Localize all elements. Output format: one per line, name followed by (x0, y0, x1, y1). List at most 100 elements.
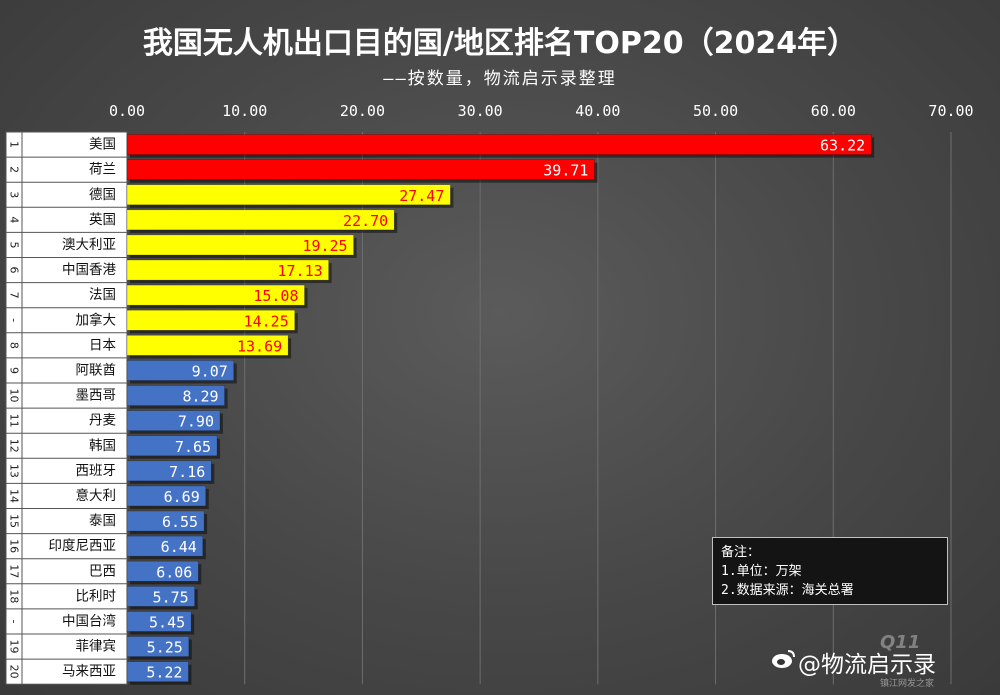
data-label: 19.25 (302, 237, 347, 255)
bar (126, 309, 296, 331)
bar (126, 510, 205, 532)
rank-label: - (8, 318, 21, 322)
data-label: 27.47 (399, 187, 444, 205)
rank-label: 14 (8, 489, 21, 503)
x-tick-label: 20.00 (340, 102, 385, 120)
category-label: 泰国 (89, 513, 116, 529)
rank-label: 9 (8, 367, 21, 374)
site-watermark-mark: Q11 (880, 632, 921, 653)
category-label: 巴西 (89, 563, 116, 579)
bar (126, 435, 218, 457)
rank-label: 10 (8, 389, 21, 403)
category-label: 加拿大 (76, 311, 117, 328)
data-label: 8.29 (182, 388, 218, 406)
x-tick-label: 30.00 (458, 102, 503, 120)
data-label: 22.70 (343, 212, 388, 230)
x-tick-label: 60.00 (811, 102, 856, 120)
weibo-logo-icon (772, 650, 795, 668)
data-label: 39.71 (543, 162, 588, 180)
rank-label: 18 (8, 589, 21, 603)
x-tick-label: 0.00 (109, 102, 145, 120)
rank-label: 5 (8, 241, 21, 248)
category-label: 英国 (89, 211, 116, 228)
x-tick-label: 70.00 (928, 102, 973, 120)
data-label: 14.25 (244, 312, 289, 330)
rank-label: 8 (8, 342, 21, 349)
chart-subtitle: ——按数量，物流启示录整理 (383, 69, 617, 89)
data-label: 13.69 (237, 337, 282, 355)
category-label: 印度尼西亚 (49, 538, 117, 554)
bar (126, 485, 207, 507)
data-label: 9.07 (192, 362, 228, 380)
note-source: 2.数据来源：海关总署 (721, 583, 854, 598)
data-label: 7.65 (175, 438, 211, 456)
bar (126, 360, 235, 381)
rank-label: 1 (8, 141, 21, 148)
chart-title: 我国无人机出口目的国/地区排名TOP20（2024年） (142, 26, 858, 61)
rank-label: 12 (8, 439, 21, 453)
data-label: 17.13 (277, 262, 322, 280)
category-label: 菲律宾 (76, 639, 117, 655)
rank-label: 6 (8, 267, 21, 274)
category-label: 澳大利亚 (62, 237, 116, 253)
data-label: 5.25 (147, 639, 183, 657)
note-heading: 备注： (721, 545, 761, 560)
bar (126, 611, 192, 632)
category-label: 德国 (89, 187, 116, 203)
rank-label: 3 (8, 191, 21, 198)
bar (126, 636, 190, 657)
rank-label: 4 (8, 216, 21, 223)
bar (126, 410, 221, 432)
rank-label: 16 (8, 539, 21, 553)
data-label: 63.22 (820, 137, 865, 155)
category-label: 韩国 (89, 438, 116, 454)
data-label: 5.22 (146, 664, 182, 682)
x-tick-label: 40.00 (575, 102, 620, 120)
category-label: 意大利 (76, 487, 117, 504)
category-label: 荷兰 (89, 162, 116, 178)
rank-label: - (8, 619, 21, 623)
bar (126, 259, 329, 281)
note-unit: 1.单位：万架 (721, 564, 802, 579)
rank-label: 2 (8, 166, 21, 173)
category-label: 中国台湾 (62, 612, 116, 629)
data-label: 15.08 (253, 287, 298, 305)
bar (126, 560, 199, 582)
bar (126, 334, 289, 356)
bar (126, 209, 395, 231)
data-label: 5.75 (153, 588, 189, 606)
bar (126, 134, 872, 155)
bar (126, 535, 204, 557)
bar (126, 184, 451, 206)
category-label: 法国 (89, 287, 116, 303)
bar (126, 661, 189, 682)
category-label: 美国 (89, 137, 116, 153)
site-watermark-text: 镇江网发之家 (880, 679, 935, 689)
data-label: 6.55 (162, 513, 198, 531)
data-label: 6.69 (164, 488, 200, 506)
bar (126, 284, 305, 306)
x-tick-label: 10.00 (222, 102, 267, 120)
data-label: 5.45 (149, 613, 185, 631)
data-label: 6.06 (156, 563, 192, 581)
bar (126, 460, 212, 482)
rank-label: 15 (8, 514, 21, 528)
category-label: 阿联酋 (76, 361, 117, 378)
bar (126, 234, 354, 256)
note-box: 备注： 1.单位：万架 2.数据来源：海关总署 (712, 537, 948, 605)
category-label: 西班牙 (76, 463, 117, 479)
category-label: 比利时 (76, 588, 117, 604)
watermark-text: @物流启示录 (798, 652, 936, 678)
data-label: 6.44 (161, 538, 197, 556)
x-tick-label: 50.00 (693, 102, 738, 120)
category-label: 日本 (89, 337, 116, 353)
rank-label: 13 (8, 464, 21, 478)
category-label: 马来西亚 (62, 664, 116, 680)
category-label: 墨西哥 (76, 388, 117, 404)
bar (126, 585, 195, 607)
bar (126, 385, 225, 406)
category-label: 中国香港 (62, 262, 116, 278)
rank-label: 19 (8, 640, 21, 654)
rank-label: 20 (8, 665, 21, 679)
